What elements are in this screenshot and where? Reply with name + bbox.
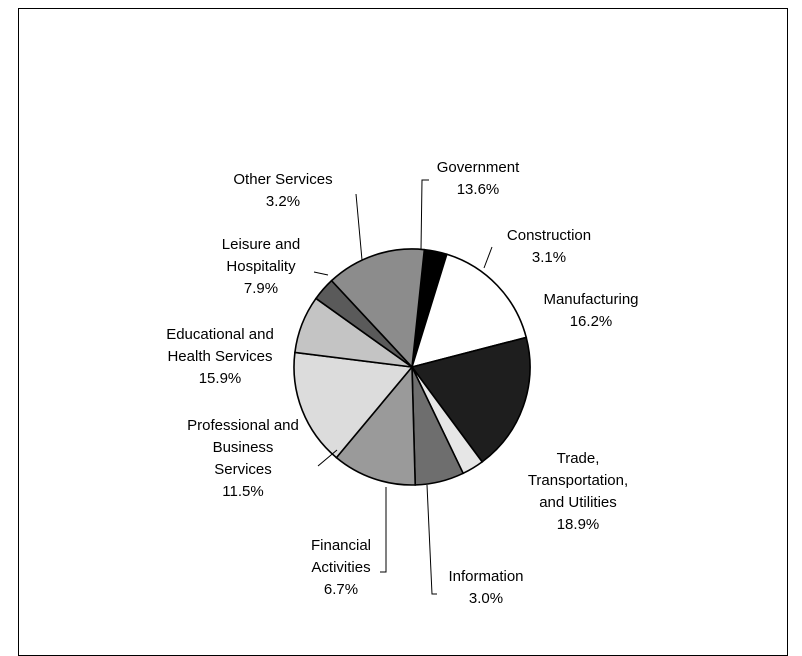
pie-slice-manufacturing	[410, 253, 528, 369]
slice-label: Government 13.6%	[437, 159, 520, 198]
pie-slice-government	[330, 248, 426, 369]
slice-label: Financial Activities 6.7%	[311, 537, 371, 598]
slice-label: Leisure and Hospitality 7.9%	[222, 236, 300, 297]
leader-line	[355, 193, 363, 261]
slice-label: Professional and Business Services 11.5%	[187, 417, 299, 500]
leader-line	[317, 449, 338, 467]
slice-label: Manufacturing 16.2%	[543, 291, 638, 330]
slice-label: Construction 3.1%	[507, 227, 591, 266]
slice-labels: Construction 3.1% Manufacturing 16.2% Trade,…	[166, 159, 638, 607]
slice-label: Educational and Health Services 15.9%	[166, 326, 274, 387]
pie-slice-trade	[410, 336, 531, 463]
slice-label: Information 3.0%	[448, 568, 523, 607]
slice-label: Other Services 3.2%	[233, 171, 332, 210]
slice-label: Trade, Transportation, and Utilities 18.9%	[528, 450, 628, 533]
leader-line	[420, 179, 429, 251]
leader-line	[313, 271, 329, 276]
leader-lines	[313, 179, 493, 595]
leader-line	[426, 484, 437, 595]
leader-line	[483, 246, 493, 269]
pie-slices	[293, 248, 531, 486]
leader-line	[380, 487, 387, 573]
pie-slice-professional-and	[335, 364, 417, 486]
pie-slice-educational-and	[293, 351, 414, 459]
